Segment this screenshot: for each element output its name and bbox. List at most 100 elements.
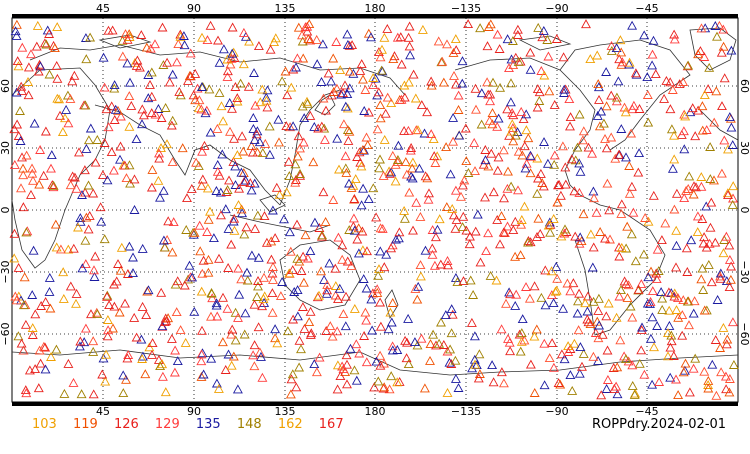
triangle-icon [684,387,695,397]
triangle-icon [246,250,257,260]
triangle-icon [362,140,373,150]
triangle-icon [725,274,736,284]
triangle-icon [582,291,593,301]
triangle-icon [166,333,177,343]
lon-tick-top: 90 [187,2,201,15]
triangle-icon [259,211,270,221]
triangle-icon [85,32,96,42]
triangle-icon [627,360,638,370]
triangle-icon [715,268,726,278]
triangle-icon [58,267,69,277]
triangle-icon [558,52,569,62]
triangle-icon [649,342,659,352]
triangle-icon [594,121,605,131]
triangle-icon [50,219,61,229]
triangle-icon [399,80,410,90]
triangle-icon [657,293,668,303]
triangle-icon [270,33,281,43]
triangle-icon [261,237,272,247]
triangle-icon [724,254,735,264]
triangle-icon [79,337,90,347]
triangle-icon [220,204,231,214]
triangle-icon [718,322,729,332]
triangle-icon [482,41,493,51]
triangle-icon [375,52,386,62]
triangle-icon [705,142,716,151]
triangle-icon [483,161,494,171]
triangle-icon [146,182,157,192]
triangle-icon [12,119,23,129]
triangle-icon [627,380,638,390]
triangle-icon [430,232,441,242]
triangle-icon [510,130,521,140]
triangle-icon [583,142,594,152]
triangle-icon [697,125,708,135]
lat-tick-right: −30 [738,260,750,283]
triangle-icon [361,283,372,293]
triangle-icon [143,69,154,79]
triangle-icon [206,287,217,297]
triangle-icon [540,265,551,275]
triangle-icon [485,270,496,280]
triangle-icon [578,348,589,358]
triangle-icon [340,80,350,90]
triangle-icon [332,326,343,336]
triangle-icon [545,227,556,237]
triangle-icon [136,334,147,344]
triangle-icon [194,220,205,230]
triangle-icon [535,168,546,178]
triangle-icon [122,34,133,44]
triangle-icon [20,319,31,329]
triangle-icon [224,97,235,107]
triangle-icon [727,140,738,149]
lon-tick-top: −135 [451,2,481,15]
triangle-icon [33,66,44,76]
triangle-icon [611,312,622,322]
triangle-icon [300,230,311,240]
triangle-icon [601,101,612,111]
triangle-icon [205,206,215,216]
triangle-icon [692,211,703,221]
triangle-icon [16,338,27,348]
triangle-icon [245,178,256,188]
triangle-icon [18,202,29,212]
triangle-icon [716,367,727,377]
triangle-icon [539,70,550,80]
triangle-icon [141,42,152,52]
triangle-icon [671,240,682,250]
triangle-icon [277,276,288,286]
triangle-icon [457,56,468,66]
triangle-icon [205,127,216,137]
triangle-icon [102,291,112,301]
triangle-icon [395,32,406,42]
triangle-icon [469,137,480,147]
triangle-icon [268,261,278,271]
triangle-icon [20,385,31,395]
triangle-icon [505,346,516,356]
triangle-icon [454,130,465,140]
triangle-icon [163,216,174,226]
triangle-icon [721,276,732,286]
triangle-icon [158,185,169,195]
triangle-icon [652,244,663,254]
triangle-icon [302,26,313,36]
triangle-icon [196,349,207,359]
triangle-icon [523,237,533,247]
triangle-icon [178,31,189,40]
triangle-icon [46,150,57,160]
triangle-icon [616,124,627,133]
triangle-icon [314,352,325,362]
triangle-icon [205,20,216,30]
triangle-icon [642,72,653,82]
triangle-icon [341,291,351,301]
triangle-icon [663,287,674,297]
triangle-icon [240,175,251,185]
triangle-icon [326,90,337,100]
lat-tick-right: −60 [738,322,750,345]
triangle-icon [600,133,610,143]
triangle-icon [355,65,366,75]
triangle-icon [137,351,148,361]
triangle-icon [375,154,385,164]
triangle-icon [169,367,180,377]
triangle-icon [30,364,41,374]
